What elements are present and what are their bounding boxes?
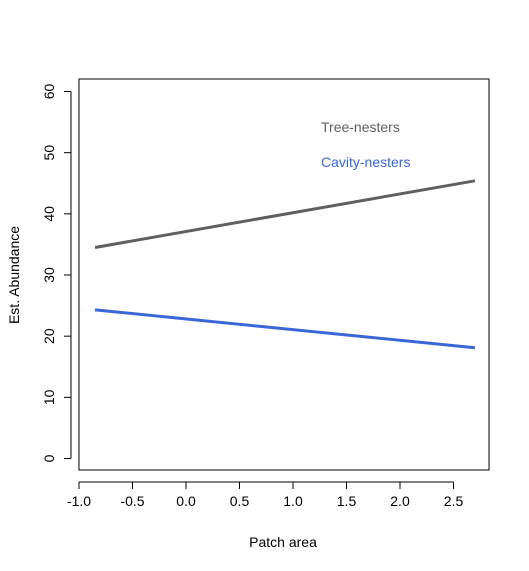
- x-tick-label: 1.0: [283, 493, 303, 509]
- x-tick-label: 2.5: [444, 493, 464, 509]
- y-tick-label: 30: [41, 267, 57, 283]
- y-axis-title: Est. Abundance: [6, 226, 22, 324]
- x-tick-label: 1.5: [337, 493, 357, 509]
- x-axis: -1.0 -0.5 0.0 0.5 1.0 1.5 2.0 2.5: [67, 481, 464, 509]
- x-tick-label: 0.5: [230, 493, 250, 509]
- series-layer: [94, 179, 476, 350]
- legend-item-tree-nesters: Tree-nesters: [321, 119, 400, 135]
- y-tick-label: 20: [41, 328, 57, 344]
- y-tick-label: 0: [41, 454, 57, 462]
- y-tick-label: 60: [41, 84, 57, 100]
- x-tick-label: -0.5: [120, 493, 144, 509]
- x-tick-label: 2.0: [390, 493, 410, 509]
- y-tick-label: 10: [41, 389, 57, 405]
- y-tick-label: 40: [41, 206, 57, 222]
- y-tick-label: 50: [41, 145, 57, 161]
- legend: Tree-nesters Cavity-nesters: [321, 119, 410, 170]
- x-tick-label: -1.0: [67, 493, 91, 509]
- x-tick-label: 0.0: [176, 493, 196, 509]
- x-axis-title: Patch area: [249, 534, 317, 550]
- series-line-tree-nesters: [94, 179, 476, 249]
- series-line-cavity-nesters: [94, 308, 476, 350]
- y-axis: 0 10 20 30 40 50 60: [41, 84, 72, 462]
- legend-item-cavity-nesters: Cavity-nesters: [321, 154, 410, 170]
- plot-frame: [78, 78, 490, 471]
